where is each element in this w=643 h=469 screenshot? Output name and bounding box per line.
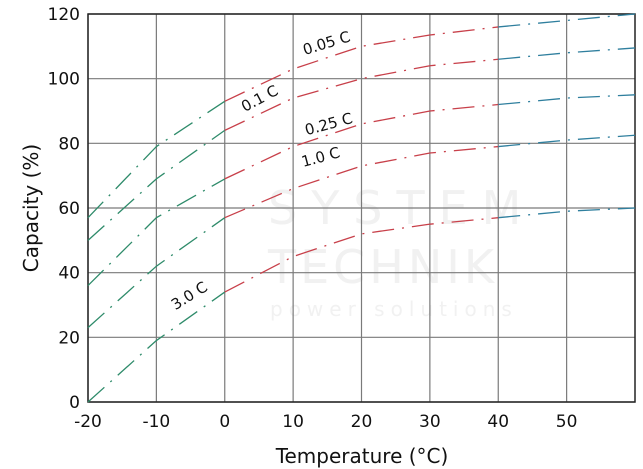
y-tick-label: 60 xyxy=(58,199,80,219)
series-label: 3.0 C xyxy=(168,278,211,314)
tick-labels: -20 -10 0 10 20 30 40 50 0 20 40 60 80 100 120 xyxy=(48,5,578,432)
x-tick-label: -10 xyxy=(142,412,170,432)
x-tick-label: 10 xyxy=(282,412,304,432)
y-tick-label: 20 xyxy=(58,328,80,348)
y-tick-label: 40 xyxy=(58,264,80,284)
series-label: 0.25 C xyxy=(303,109,355,139)
x-tick-label: 0 xyxy=(219,412,230,432)
series-label: 0.05 C xyxy=(301,28,353,59)
series-segment xyxy=(224,103,499,180)
y-axis-label: Capacity (%) xyxy=(19,144,43,272)
series-segment xyxy=(224,217,499,293)
series-segment xyxy=(87,100,226,219)
x-tick-label: 20 xyxy=(351,412,373,432)
series-segment xyxy=(224,26,499,102)
grid xyxy=(87,13,636,403)
series-segment xyxy=(224,58,499,131)
x-tick-label: 30 xyxy=(419,412,441,432)
series-segment xyxy=(87,129,226,241)
x-axis-label: Temperature (°C) xyxy=(275,444,449,468)
series-label: 1.0 C xyxy=(299,143,341,171)
x-tick-label: 40 xyxy=(487,412,509,432)
y-tick-label: 0 xyxy=(69,393,80,413)
x-tick-label: 50 xyxy=(556,412,578,432)
y-tick-label: 120 xyxy=(48,5,80,25)
watermark-line2: TECHNIK xyxy=(267,240,498,294)
watermark: SYSTEM TECHNIK power solutions xyxy=(267,181,521,321)
series-segment xyxy=(87,291,226,403)
y-tick-label: 100 xyxy=(48,70,80,90)
y-tick-label: 80 xyxy=(58,134,80,154)
x-tick-label: -20 xyxy=(74,412,102,432)
watermark-line3: power solutions xyxy=(270,297,518,321)
series-segment xyxy=(224,145,499,219)
series-segment xyxy=(87,178,226,287)
series-label: 0.1 C xyxy=(238,81,281,115)
series-segment xyxy=(87,217,226,329)
